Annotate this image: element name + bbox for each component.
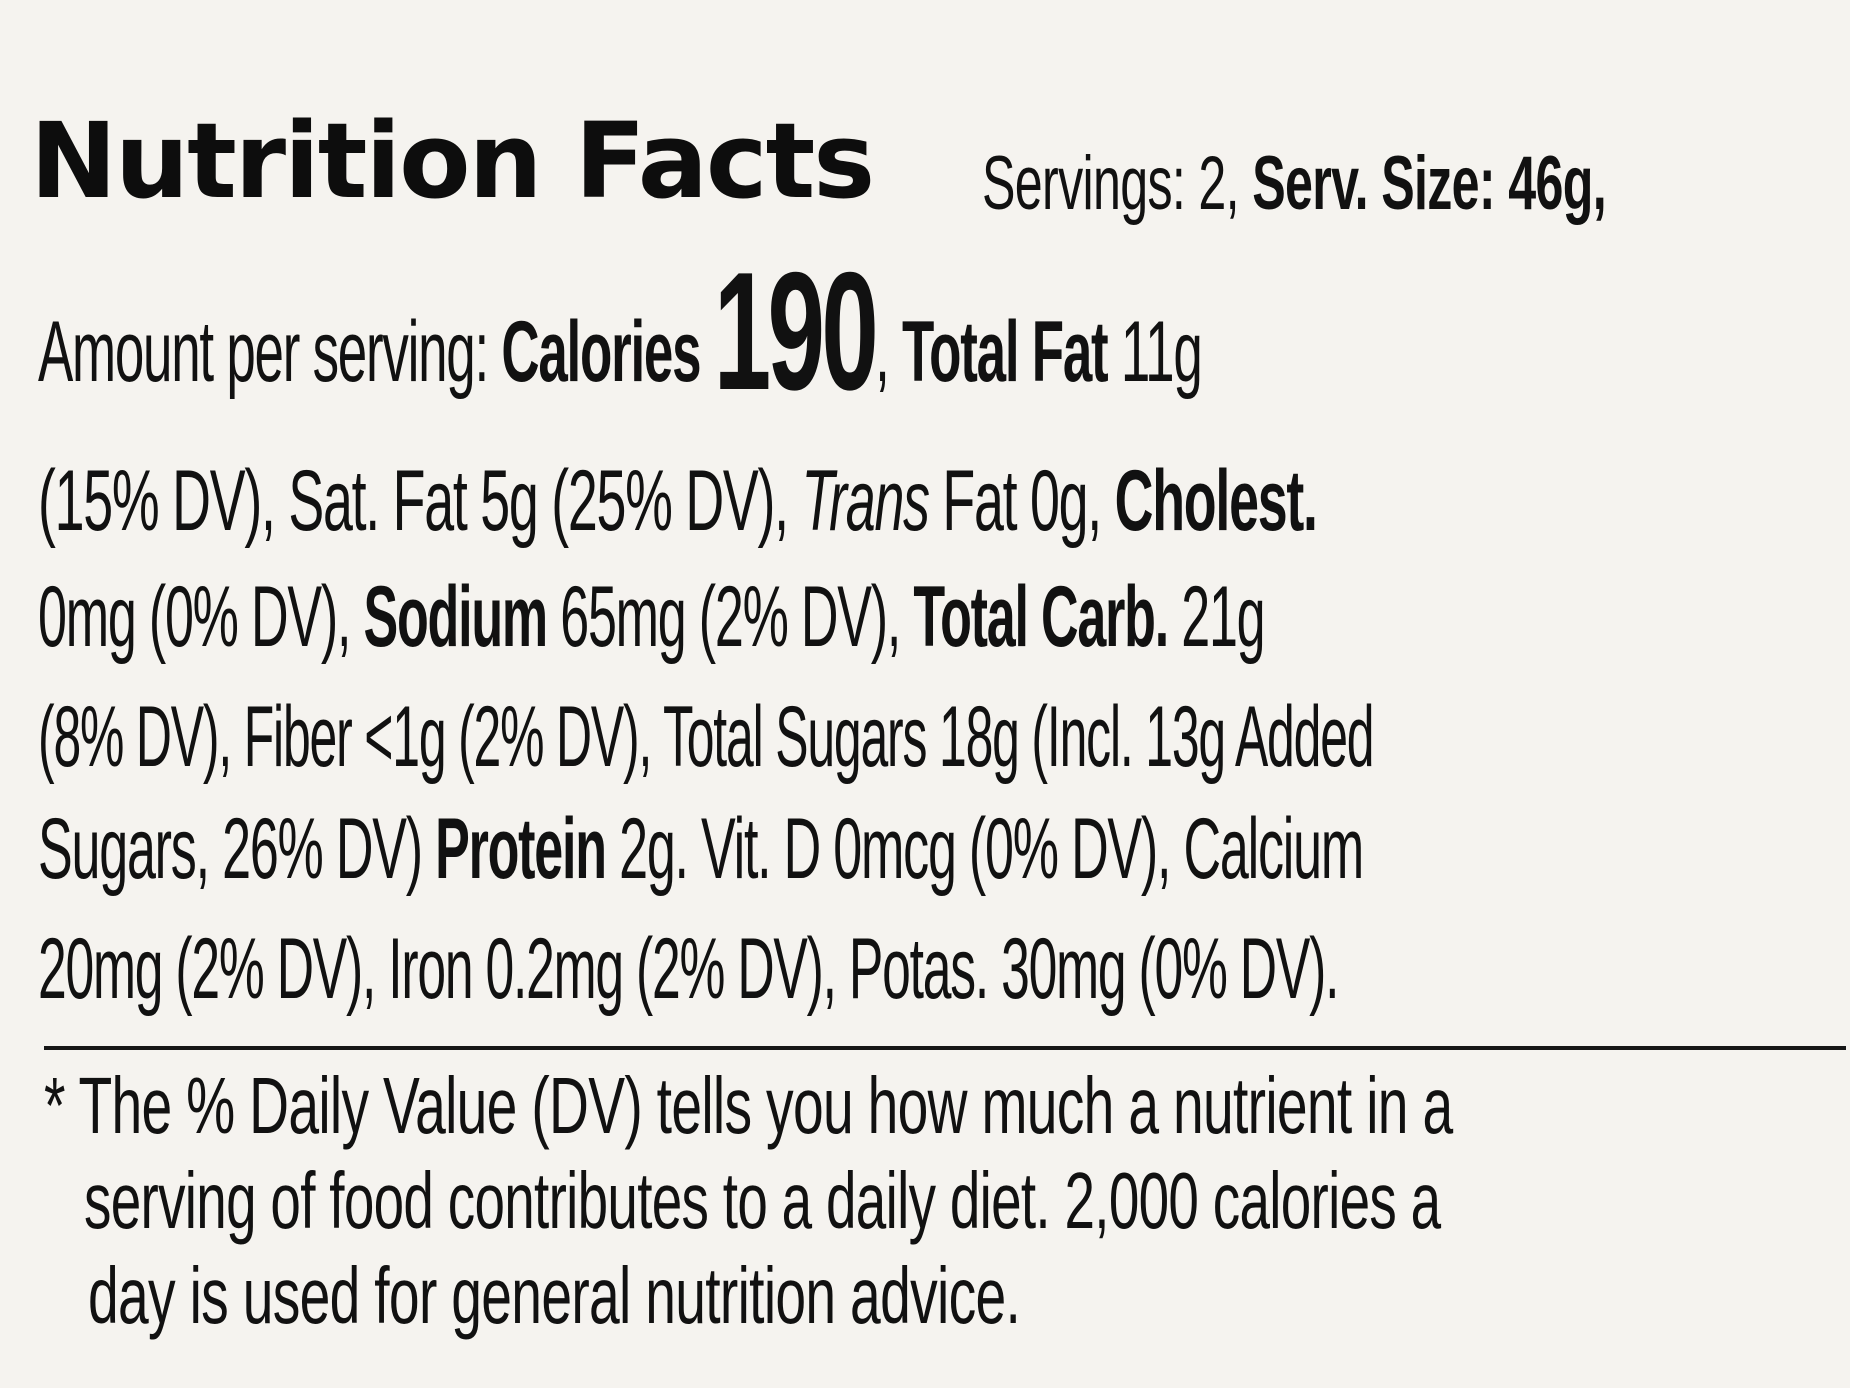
calories-line: Amount per serving: Calories 190, Total … — [38, 235, 1203, 428]
footnote-line-1: * The % Daily Value (DV) tells you how m… — [44, 1061, 1453, 1150]
fat-line: (15% DV), Sat. Fat 5g (25% DV), Trans Fa… — [38, 452, 1318, 551]
trans-fat-value: Fat 0g, — [942, 453, 1102, 549]
title-row: Nutrition Facts — [30, 100, 875, 250]
cholesterol-label: Cholest. — [1114, 453, 1318, 549]
footnote-line-3: day is used for general nutrition advice… — [88, 1251, 1021, 1340]
calories-value: 190 — [713, 237, 879, 425]
total-fat-label: Total Fat — [902, 304, 1109, 400]
amount-per-serving: Amount per serving: — [38, 304, 489, 400]
sodium-label: Sodium — [363, 569, 548, 665]
fiber-sugar-line: (8% DV), Fiber <1g (2% DV), Total Sugars… — [38, 688, 1375, 787]
total-carb-value: 21g — [1181, 569, 1265, 665]
total-fat-value: 11g — [1120, 304, 1203, 400]
nutrition-facts-title: Nutrition Facts — [30, 100, 875, 222]
added-sugars-text: Sugars, 26% DV) — [38, 801, 423, 897]
total-carb-label: Total Carb. — [913, 569, 1169, 665]
sodium-carb-line: 0mg (0% DV), Sodium 65mg (2% DV), Total … — [38, 568, 1266, 667]
serving-size-text: Serv. Size: 46g, — [1252, 141, 1606, 226]
servings-info: Servings: 2, Serv. Size: 46g, — [982, 140, 1607, 227]
calories-label: Calories — [501, 304, 701, 400]
minerals-line: 20mg (2% DV), Iron 0.2mg (2% DV), Potas.… — [38, 920, 1339, 1019]
fat-details: (15% DV), Sat. Fat 5g (25% DV), — [38, 453, 789, 549]
calories-comma: , — [875, 304, 890, 400]
protein-label: Protein — [435, 801, 607, 897]
servings-text: Servings: 2, — [982, 141, 1240, 226]
trans-label: Trans — [801, 453, 930, 549]
minerals-text: 20mg (2% DV), Iron 0.2mg (2% DV), Potas.… — [38, 921, 1339, 1017]
cholesterol-value: 0mg (0% DV), — [38, 569, 351, 665]
protein-vitamin-text: 2g. Vit. D 0mcg (0% DV), Calcium — [619, 801, 1364, 897]
fiber-sugar-text: (8% DV), Fiber <1g (2% DV), Total Sugars… — [38, 689, 1375, 785]
divider-rule — [44, 1046, 1846, 1050]
sodium-value: 65mg (2% DV), — [560, 569, 901, 665]
protein-line: Sugars, 26% DV) Protein 2g. Vit. D 0mcg … — [38, 800, 1364, 899]
footnote-line-2: serving of food contributes to a daily d… — [84, 1156, 1441, 1245]
